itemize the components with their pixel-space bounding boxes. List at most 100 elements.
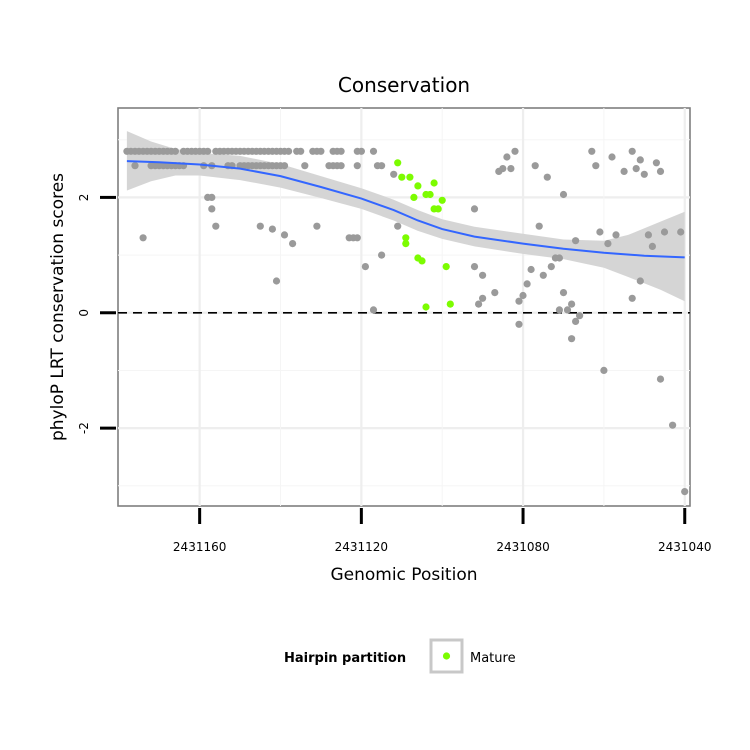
data-point-other bbox=[204, 147, 212, 155]
data-point-other bbox=[139, 234, 147, 242]
data-point-other bbox=[317, 147, 325, 155]
data-point-other bbox=[503, 153, 511, 161]
data-point-mature bbox=[426, 190, 434, 199]
data-point-other bbox=[337, 162, 345, 170]
legend: Hairpin partition Mature bbox=[284, 638, 516, 674]
data-point-other bbox=[572, 237, 580, 245]
data-point-other bbox=[681, 488, 689, 496]
data-point-mature bbox=[394, 159, 402, 167]
y-tick-label: 0 bbox=[77, 309, 91, 317]
data-point-other bbox=[369, 147, 378, 155]
data-point-other bbox=[301, 162, 309, 170]
data-point-other bbox=[620, 167, 628, 175]
data-point-other bbox=[313, 222, 321, 230]
data-point-other bbox=[660, 228, 669, 236]
data-point-other bbox=[559, 190, 568, 199]
data-point-other bbox=[563, 306, 572, 314]
x-tick-label: 2431160 bbox=[173, 540, 226, 554]
data-point-other bbox=[515, 320, 523, 328]
data-point-mature bbox=[398, 173, 406, 181]
y-tick-label: -2 bbox=[77, 422, 91, 434]
data-point-other bbox=[636, 277, 644, 285]
data-point-mature bbox=[418, 257, 426, 265]
data-point-other bbox=[378, 251, 386, 259]
y-tick-label: 2 bbox=[77, 194, 91, 202]
legend-label-mature: Mature bbox=[470, 651, 516, 666]
data-point-other bbox=[648, 242, 657, 250]
data-point-other bbox=[515, 297, 523, 305]
data-point-other bbox=[644, 231, 653, 239]
data-point-mature bbox=[442, 263, 450, 271]
data-point-mature bbox=[402, 240, 410, 248]
data-point-other bbox=[555, 254, 564, 262]
data-point-other bbox=[608, 153, 616, 161]
data-point-other bbox=[656, 375, 665, 383]
data-point-other bbox=[596, 228, 604, 236]
data-point-other bbox=[475, 300, 483, 308]
data-point-other bbox=[507, 165, 515, 173]
data-point-other bbox=[297, 147, 305, 155]
data-point-mature bbox=[422, 303, 430, 311]
data-point-other bbox=[628, 147, 636, 155]
data-point-other bbox=[539, 271, 547, 279]
data-point-mature bbox=[434, 205, 442, 213]
data-point-other bbox=[612, 231, 620, 239]
data-point-other bbox=[547, 263, 555, 271]
data-point-other bbox=[568, 335, 576, 343]
data-point-other bbox=[669, 421, 677, 429]
data-point-other bbox=[531, 162, 539, 170]
loess-smooth-line bbox=[126, 160, 685, 259]
data-point-other bbox=[353, 234, 361, 242]
data-point-other bbox=[280, 231, 289, 239]
data-point-other bbox=[390, 170, 398, 178]
x-tick-label: 2431040 bbox=[658, 540, 711, 554]
data-point-other bbox=[576, 312, 584, 320]
data-point-other bbox=[543, 173, 551, 181]
data-point-other bbox=[640, 170, 648, 178]
data-point-mature bbox=[430, 179, 438, 187]
data-point-other bbox=[604, 240, 612, 248]
data-point-other bbox=[280, 162, 289, 170]
data-point-other bbox=[523, 280, 531, 288]
data-point-other bbox=[357, 147, 365, 155]
data-point-other bbox=[636, 156, 644, 164]
data-point-other bbox=[572, 317, 580, 325]
data-point-other bbox=[511, 147, 519, 155]
data-point-other bbox=[208, 193, 216, 201]
data-point-other bbox=[394, 222, 402, 230]
chart-title: Conservation bbox=[338, 73, 470, 97]
data-point-other bbox=[527, 265, 535, 274]
data-point-other bbox=[353, 162, 361, 170]
x-tick-label: 2431120 bbox=[335, 540, 388, 554]
data-point-other bbox=[632, 165, 640, 173]
data-point-other bbox=[337, 147, 345, 155]
data-point-other bbox=[256, 222, 264, 230]
data-point-other bbox=[212, 222, 220, 230]
data-point-other bbox=[568, 300, 576, 308]
data-point-other bbox=[289, 240, 297, 248]
data-point-other bbox=[361, 263, 369, 271]
data-point-other bbox=[628, 294, 636, 302]
data-point-mature bbox=[406, 173, 414, 181]
data-point-other bbox=[656, 167, 665, 175]
data-point-other bbox=[470, 205, 479, 213]
data-point-other bbox=[470, 263, 479, 271]
data-point-mature bbox=[414, 182, 422, 190]
data-point-other bbox=[171, 147, 179, 155]
data-point-other bbox=[677, 228, 685, 236]
data-point-other bbox=[285, 147, 293, 155]
axes-layer: 2431160 2431120 2431080 2431040 -2 0 2 bbox=[77, 194, 711, 554]
data-point-other bbox=[268, 225, 276, 233]
data-point-other bbox=[131, 162, 139, 170]
data-point-mature bbox=[402, 234, 410, 242]
legend-title: Hairpin partition bbox=[284, 651, 406, 666]
x-tick-label: 2431080 bbox=[496, 540, 549, 554]
data-point-other bbox=[588, 147, 596, 155]
data-point-mature bbox=[446, 300, 454, 308]
data-point-other bbox=[652, 159, 661, 167]
data-point-other bbox=[479, 294, 487, 302]
data-point-other bbox=[369, 306, 378, 314]
data-point-other bbox=[600, 366, 608, 374]
x-axis-title: Genomic Position bbox=[330, 565, 477, 585]
